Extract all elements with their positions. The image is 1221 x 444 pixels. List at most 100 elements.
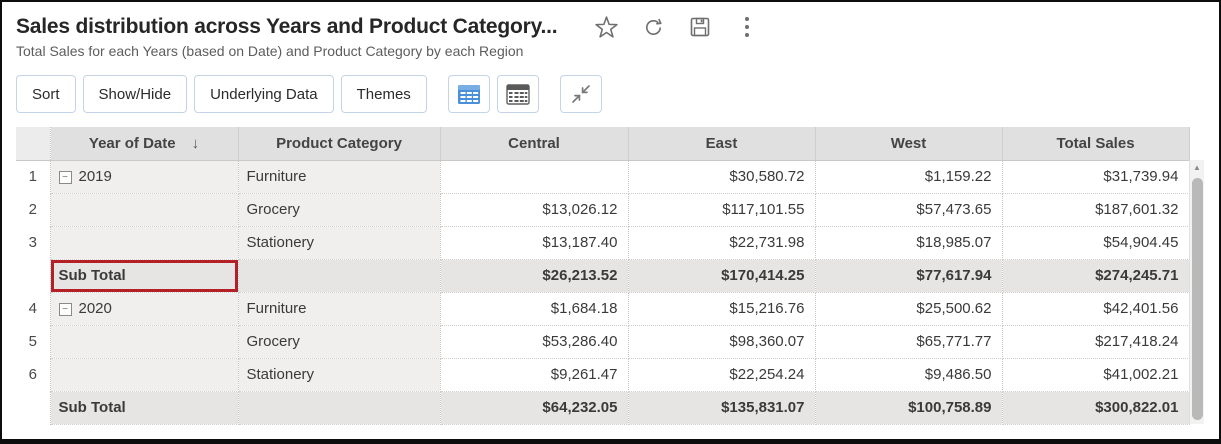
cell-west: $57,473.65 [815,193,1003,227]
vertical-scrollbar[interactable]: ▲ [1189,160,1204,424]
cell-central: $1,684.18 [440,292,629,326]
table-row: 5 Grocery $53,286.40 $98,360.07 $65,771.… [16,325,1190,359]
row-number: 5 [16,325,51,358]
save-button[interactable] [687,14,713,40]
table-row: 6 Stationery $9,261.47 $22,254.24 $9,486… [16,358,1190,392]
cell-total: $300,822.01 [1002,391,1190,425]
table-row: 1 −2019 Furniture $30,580.72 $1,159.22 $… [16,160,1190,194]
page-title: Sales distribution across Years and Prod… [16,15,558,38]
cell-east: $170,414.25 [628,259,816,293]
cell-west: $1,159.22 [815,160,1003,194]
year-cell [50,358,239,392]
refresh-button[interactable] [640,14,666,40]
year-cell [50,325,239,359]
table-row: 4 −2020 Furniture $1,684.18 $15,216.76 $… [16,292,1190,326]
cell-total: $187,601.32 [1002,193,1190,227]
star-icon [594,15,619,40]
column-header-category[interactable]: Product Category [238,127,441,161]
cell-central: $9,261.47 [440,358,629,392]
cell-central: $13,026.12 [440,193,629,227]
category-cell: Stationery [238,226,441,260]
category-cell: Furniture [238,160,441,194]
column-header-west[interactable]: West [815,127,1003,161]
cell-total: $42,401.56 [1002,292,1190,326]
collapse-group-icon[interactable]: − [58,303,72,317]
cell-total: $54,904.45 [1002,226,1190,260]
row-number: 3 [16,226,51,259]
flat-table-view-button[interactable] [447,75,490,113]
cell-central: $13,187.40 [440,226,629,260]
cell-total: $41,002.21 [1002,358,1190,392]
scrollbar-thumb[interactable] [1191,178,1203,420]
save-icon [688,15,712,39]
show-hide-button[interactable]: Show/Hide [82,75,188,113]
pivot-table-view-button[interactable] [496,75,539,113]
refresh-icon [642,16,665,39]
sort-button[interactable]: Sort [16,75,76,113]
category-cell [238,259,441,293]
row-number: 1 [16,160,51,193]
subtotal-row: Sub Total $64,232.05 $135,831.07 $100,75… [16,391,1190,425]
header-row: Year of Date ↓ Product Category Central E… [16,127,1190,161]
cell-east: $117,101.55 [628,193,816,227]
pivot-table: Year of Date ↓ Product Category Central E… [16,127,1190,425]
cell-west: $77,617.94 [815,259,1003,293]
table-row: 3 Stationery $13,187.40 $22,731.98 $18,9… [16,226,1190,260]
row-number: 4 [16,292,51,325]
kebab-menu-icon [744,16,750,38]
cell-east: $98,360.07 [628,325,816,359]
subtotal-row: Sub Total $26,213.52 $170,414.25 $77,617… [16,259,1190,293]
category-cell: Grocery [238,325,441,359]
corner-cell [16,127,51,161]
year-cell: −2019 [50,160,239,194]
column-header-total-sales[interactable]: Total Sales [1002,127,1190,161]
title-bar: Sales distribution across Years and Prod… [16,14,1203,40]
cell-central: $53,286.40 [440,325,629,359]
collapse-all-button[interactable] [559,75,602,113]
cell-central: $64,232.05 [440,391,629,425]
subtotal-label-cell: Sub Total [50,391,239,425]
column-header-label: Year of Date [88,134,176,152]
cell-west: $65,771.77 [815,325,1003,359]
favorite-button[interactable] [593,14,619,40]
cell-central [440,160,629,194]
cell-east: $22,254.24 [628,358,816,392]
collapse-group-icon[interactable]: − [58,171,72,185]
themes-button[interactable]: Themes [340,75,427,113]
row-number [16,259,51,292]
cell-east: $30,580.72 [628,160,816,194]
cell-total: $274,245.71 [1002,259,1190,293]
title-actions [593,14,760,40]
year-cell [50,193,239,227]
cell-west: $100,758.89 [815,391,1003,425]
collapse-arrows-icon [569,82,593,106]
cell-total: $31,739.94 [1002,160,1190,194]
year-cell: −2020 [50,292,239,326]
cell-central: $26,213.52 [440,259,629,293]
flat-table-icon [457,84,481,105]
column-header-year[interactable]: Year of Date ↓ [50,127,239,161]
category-cell: Grocery [238,193,441,227]
column-header-central[interactable]: Central [440,127,629,161]
pivot-table-container: Year of Date ↓ Product Category Central E… [16,127,1204,425]
year-cell [50,226,239,260]
row-number: 6 [16,358,51,391]
column-header-east[interactable]: East [628,127,816,161]
cell-total: $217,418.24 [1002,325,1190,359]
cell-east: $22,731.98 [628,226,816,260]
underlying-data-button[interactable]: Underlying Data [194,75,334,113]
sort-descending-icon[interactable]: ↓ [191,134,200,152]
table-row: 2 Grocery $13,026.12 $117,101.55 $57,473… [16,193,1190,227]
subtotal-label-cell-annotated: Sub Total [50,259,239,293]
cell-east: $135,831.07 [628,391,816,425]
more-options-button[interactable] [734,14,760,40]
scroll-up-arrow-icon[interactable]: ▲ [1193,163,1201,172]
pivot-table-icon [506,83,530,105]
category-cell [238,391,441,425]
cell-west: $25,500.62 [815,292,1003,326]
report-subtitle: Total Sales for each Years (based on Dat… [16,43,524,59]
row-number [16,391,51,424]
cell-east: $15,216.76 [628,292,816,326]
toolbar: Sort Show/Hide Underlying Data Themes [16,75,1219,113]
